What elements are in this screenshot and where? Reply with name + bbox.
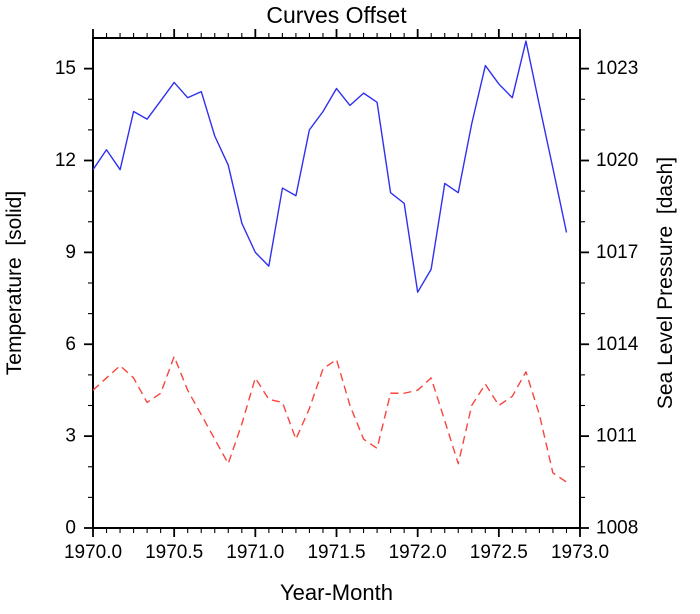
y-tick-label-left: 15 bbox=[55, 58, 76, 79]
x-tick-label: 1973.0 bbox=[551, 542, 609, 563]
y-tick-label-right: 1008 bbox=[596, 518, 638, 539]
y-tick-label-left: 0 bbox=[65, 518, 76, 539]
x-tick-label: 1972.5 bbox=[470, 542, 528, 563]
y-tick-label-right: 1017 bbox=[596, 242, 638, 263]
y-tick-label-left: 9 bbox=[65, 242, 76, 263]
y-tick-label-right: 1011 bbox=[596, 426, 637, 447]
y-tick-label-left: 6 bbox=[65, 334, 76, 355]
x-axis-ticks bbox=[92, 29, 581, 537]
tick-labels: 1970.0 1970.5 1971.0 1971.5 1972.0 1972.5 1973… bbox=[55, 58, 639, 563]
y-tick-label-left: 3 bbox=[65, 426, 76, 447]
plot-frame bbox=[92, 37, 581, 529]
chart-title: Curves Offset bbox=[266, 2, 407, 28]
x-tick-label: 1970.0 bbox=[64, 542, 122, 563]
x-tick-label: 1971.0 bbox=[226, 542, 284, 563]
y-tick-label-right: 1023 bbox=[596, 58, 638, 79]
x-axis-title: Year-Month bbox=[280, 580, 393, 605]
pressure-curve bbox=[92, 355, 567, 483]
y-tick-label-right: 1014 bbox=[596, 334, 639, 355]
y-tick-label-left: 12 bbox=[55, 150, 76, 171]
y-axis-ticks bbox=[84, 67, 589, 529]
x-tick-label: 1972.0 bbox=[389, 542, 447, 563]
y-tick-label-right: 1020 bbox=[596, 150, 638, 171]
x-tick-label: 1970.5 bbox=[145, 542, 203, 563]
x-tick-label: 1971.5 bbox=[307, 542, 365, 563]
temperature-curve bbox=[92, 40, 568, 293]
